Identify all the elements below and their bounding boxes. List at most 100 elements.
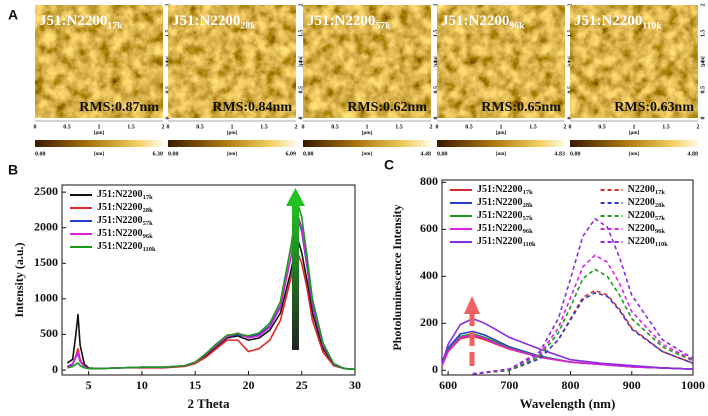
axis-tick-label: 1 (298, 60, 304, 63)
y-tick-label: 200 (420, 315, 438, 329)
image-title: J51:N220096k (441, 13, 525, 31)
axis-tick-label: 1 (700, 60, 706, 63)
legend-label: N220028k (628, 197, 666, 209)
data-line (66, 212, 356, 371)
arrow-head (286, 188, 305, 206)
y-tick-label: 1500 (34, 255, 58, 269)
arrow-head (464, 296, 480, 314)
axis-tick-label: 2 (162, 124, 165, 130)
axis-tick-label: 2 (295, 124, 298, 130)
colorbar-max: 6.30 (153, 151, 164, 157)
colorbar-unit: [nm] (629, 152, 640, 157)
axis-tick-label: 1 (98, 124, 101, 130)
axis-tick-label: 1.5 (700, 30, 706, 38)
label-subscript: 17k (143, 194, 154, 201)
label-subscript: 57k (375, 21, 391, 32)
label-subscript: 28k (655, 202, 666, 209)
y-tick-label: 1000 (34, 291, 58, 305)
axis-tick-label: 0.5 (433, 86, 439, 94)
label-subscript: 28k (143, 207, 154, 214)
rms-label: RMS:0.63nm (614, 100, 694, 115)
panel-label: B (8, 162, 18, 178)
legend-label: J51:N2200110k (97, 241, 156, 253)
data-line (472, 254, 694, 375)
axis-tick-label: 0.5 (63, 124, 71, 130)
legend-label: J51:N220028k (97, 202, 153, 214)
x-tick-label: 10 (136, 378, 148, 392)
colorbar-max: 4.83 (555, 151, 566, 157)
label-subscript: 57k (143, 220, 154, 227)
label-main: N2200 (628, 223, 655, 234)
axis-tick-label: 0 (433, 117, 439, 120)
label-main: J51:N2200 (97, 215, 143, 226)
label-subscript: 96k (509, 21, 525, 32)
colorbar-min: 0.00 (570, 151, 581, 157)
axis-tick-label: 1.5 (127, 124, 135, 130)
afm-image (35, 5, 163, 118)
label-main: J51:N2200 (39, 13, 107, 29)
legend-label: J51:N220017k (97, 189, 153, 201)
x-axis-label: Wavelength (nm) (520, 396, 616, 411)
axis-tick-label: 0 (436, 124, 439, 130)
trend-arrow (464, 296, 480, 366)
colorbar-min: 0.00 (35, 151, 46, 157)
axis-tick-label: 2 (430, 124, 433, 130)
label-subscript: 96k (523, 228, 534, 235)
colorbar (168, 140, 296, 147)
data-line (472, 291, 694, 375)
colorbar (35, 140, 163, 147)
label-main: N2200 (628, 236, 655, 247)
legend-label: N220096k (628, 223, 666, 235)
data-line (67, 201, 356, 371)
axis-tick-label: 0.5 (465, 124, 473, 130)
axis-unit: [µm] (496, 131, 507, 136)
x-tick-label: 5 (86, 378, 92, 392)
label-main: J51:N2200 (97, 241, 143, 252)
afm-image (437, 5, 565, 118)
colorbar-unit: [nm] (362, 152, 373, 157)
axis-tick-label: 1 (500, 124, 503, 130)
axis-tick-label: 0 (700, 117, 706, 120)
x-tick-label: 700 (500, 378, 518, 392)
label-main: J51:N2200 (307, 13, 375, 29)
data-line (472, 217, 694, 375)
legend-label: J51:N220057k (477, 210, 533, 222)
label-subscript: 28k (523, 202, 534, 209)
label-subscript: 110k (523, 241, 536, 248)
axis-tick-label: 1 (366, 124, 369, 130)
legend-label: J51:N220028k (477, 197, 533, 209)
y-tick-label: 500 (40, 326, 58, 340)
axis-tick-label: 2 (697, 124, 700, 130)
image-title: J51:N2200110k (574, 13, 662, 31)
axis-tick-label: 0 (167, 124, 170, 130)
panel-label: C (384, 157, 394, 173)
colorbar-max: 4.88 (688, 151, 699, 157)
axis-tick-label: 0 (569, 124, 572, 130)
data-line (441, 335, 694, 370)
axis-tick-label: 1.5 (662, 124, 670, 130)
image-title: J51:N220017k (39, 13, 123, 31)
label-subscript: 57k (523, 215, 534, 222)
axis-tick-label: 0 (298, 117, 304, 120)
axis-tick-label: 0 (302, 124, 305, 130)
label-subscript: 17k (523, 189, 534, 196)
label-main: N2200 (628, 210, 655, 221)
label-main: J51:N2200 (477, 236, 523, 247)
label-main: J51:N2200 (172, 13, 240, 29)
rms-label: RMS:0.84nm (212, 100, 292, 115)
legend-label: J51:N220096k (477, 223, 533, 235)
label-subscript: 110k (655, 241, 668, 248)
rms-label: RMS:0.87nm (79, 100, 159, 115)
image-title: J51:N220028k (172, 13, 256, 31)
axis-unit: [µm] (629, 131, 640, 136)
axis-tick-label: 1 (231, 124, 234, 130)
label-subscript: 110k (143, 246, 156, 253)
label-main: J51:N2200 (477, 197, 523, 208)
data-line (441, 317, 694, 370)
legend-label: J51:N220096k (97, 228, 153, 240)
x-tick-label: 1000 (681, 378, 705, 392)
axis-tick-label: 0 (34, 124, 37, 130)
colorbar-min: 0.00 (168, 151, 179, 157)
